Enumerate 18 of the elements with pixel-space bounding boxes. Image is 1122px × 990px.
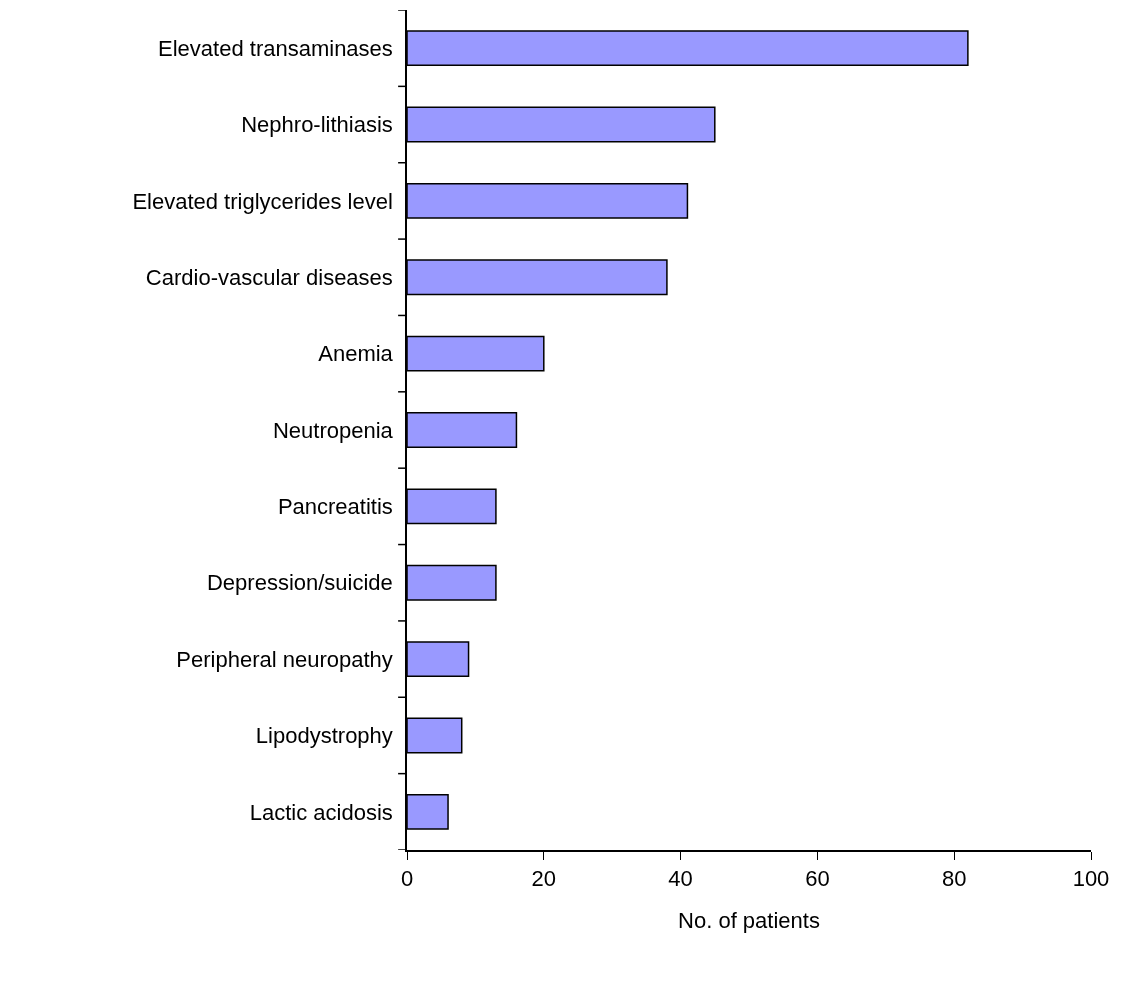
x-tick-label: 20 (531, 866, 557, 892)
y-tick-label: Neutropenia (272, 417, 394, 443)
y-tick-label: Depression/suicide (206, 570, 393, 596)
y-tick-label: Nephro-lithiasis (241, 112, 393, 138)
x-tick-label: 100 (1072, 866, 1110, 892)
y-tick-label: Elevated triglycerides level (132, 188, 393, 214)
x-tick-label: 80 (941, 866, 967, 892)
x-axis-title: No. of patients (678, 907, 820, 933)
y-tick-label: Anemia (318, 341, 394, 367)
y-tick-label: Cardio-vascular diseases (145, 264, 393, 290)
y-tick-label: Pancreatitis (277, 494, 393, 520)
y-tick-label: Lipodystrophy (255, 723, 393, 749)
y-tick-label: Lactic acidosis (249, 799, 393, 825)
x-tick-label: 60 (805, 866, 830, 892)
y-tick-label: Peripheral neuropathy (176, 646, 393, 672)
x-tick-label: 40 (668, 866, 693, 892)
y-tick-label: Elevated transaminases (158, 35, 393, 61)
x-tick-label: 0 (400, 866, 414, 892)
